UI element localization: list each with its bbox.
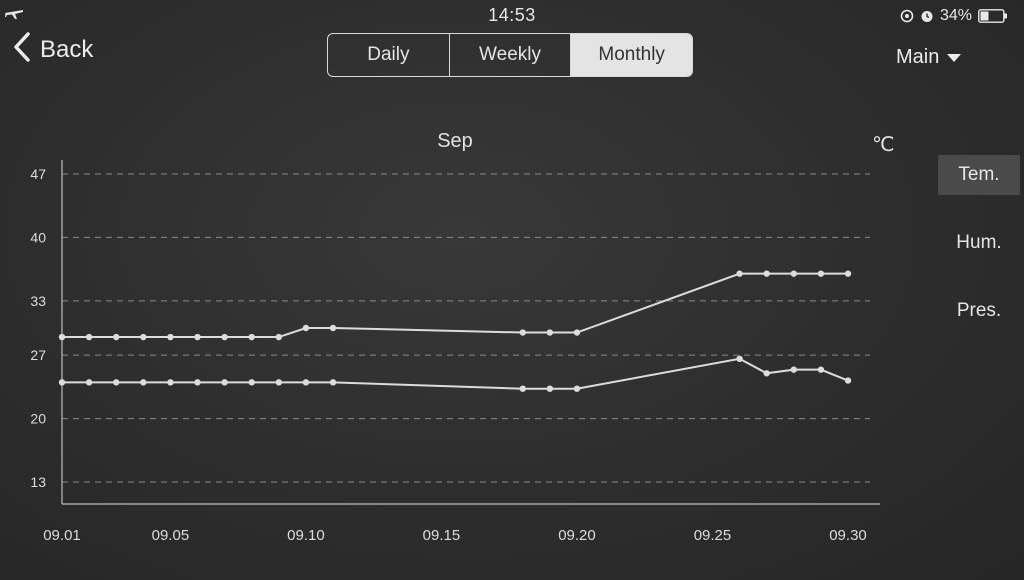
x-tick-label: 09.20 bbox=[558, 527, 596, 544]
data-point bbox=[302, 379, 310, 386]
data-point bbox=[844, 377, 852, 384]
location-icon bbox=[900, 9, 914, 23]
battery-percent: 34% bbox=[939, 7, 972, 24]
status-bar: 14:53 34% bbox=[0, 0, 1024, 30]
metric-temperature[interactable]: Tem. bbox=[938, 155, 1020, 195]
data-point bbox=[302, 324, 310, 332]
data-point bbox=[817, 270, 825, 277]
caret-down-icon bbox=[947, 46, 962, 69]
data-point bbox=[275, 379, 283, 386]
main-dropdown-label: Main bbox=[896, 46, 940, 68]
x-tick-label: 09.05 bbox=[152, 527, 190, 544]
metric-humidity[interactable]: Hum. bbox=[956, 232, 1002, 253]
data-point bbox=[817, 366, 825, 373]
chart-title: Sep bbox=[437, 130, 473, 152]
data-point bbox=[790, 270, 797, 277]
data-point bbox=[113, 379, 120, 386]
data-point bbox=[844, 270, 852, 277]
data-point bbox=[736, 355, 743, 362]
main-dropdown[interactable]: Main bbox=[896, 46, 962, 69]
tab-weekly[interactable]: Weekly bbox=[450, 34, 572, 76]
series-line bbox=[62, 357, 849, 390]
chevron-left-icon bbox=[12, 31, 32, 69]
alarm-icon bbox=[920, 9, 934, 23]
status-indicators: 34% bbox=[900, 6, 1008, 26]
data-point bbox=[221, 379, 228, 386]
data-point bbox=[113, 333, 120, 341]
y-tick-label: 13 bbox=[30, 474, 46, 490]
tab-monthly[interactable]: Monthly bbox=[571, 34, 692, 76]
data-point bbox=[194, 333, 201, 341]
data-point bbox=[736, 270, 743, 277]
x-tick-label: 09.25 bbox=[694, 527, 732, 544]
back-button[interactable]: Back bbox=[12, 30, 93, 70]
x-tick-label: 09.15 bbox=[423, 527, 461, 544]
data-point bbox=[519, 385, 526, 392]
data-point bbox=[790, 366, 797, 373]
data-point bbox=[763, 270, 770, 277]
x-tick-label: 09.01 bbox=[43, 527, 81, 544]
y-tick-label: 40 bbox=[30, 229, 46, 245]
y-tick-label: 27 bbox=[30, 347, 46, 363]
data-point bbox=[194, 379, 201, 386]
data-point bbox=[248, 379, 255, 386]
back-label: Back bbox=[40, 36, 94, 63]
y-tick-label: 33 bbox=[30, 293, 46, 309]
data-point bbox=[167, 333, 174, 341]
data-point bbox=[546, 329, 554, 336]
data-point bbox=[85, 379, 93, 386]
data-point bbox=[140, 333, 147, 341]
data-point bbox=[546, 385, 554, 392]
status-clock: 14:53 bbox=[488, 5, 536, 25]
data-point bbox=[58, 379, 66, 386]
data-point bbox=[85, 333, 93, 341]
data-point bbox=[519, 329, 526, 336]
metric-pressure[interactable]: Pres. bbox=[956, 300, 1002, 321]
airplane-icon bbox=[4, 3, 24, 23]
data-point bbox=[275, 333, 283, 341]
data-point bbox=[329, 324, 337, 332]
period-segmented-control: Daily Weekly Monthly bbox=[327, 33, 693, 77]
data-point bbox=[140, 379, 147, 386]
battery-icon bbox=[978, 9, 1008, 23]
data-point bbox=[329, 379, 337, 386]
y-tick-label: 20 bbox=[30, 411, 46, 427]
data-point bbox=[763, 370, 770, 377]
x-tick-label: 09.10 bbox=[287, 527, 325, 544]
tab-daily[interactable]: Daily bbox=[328, 34, 450, 76]
data-point bbox=[573, 385, 581, 392]
data-point bbox=[167, 379, 174, 386]
x-tick-label: 09.30 bbox=[829, 527, 867, 544]
data-point bbox=[221, 333, 228, 341]
series-line bbox=[62, 272, 848, 339]
data-point bbox=[573, 329, 581, 336]
y-tick-label: 47 bbox=[30, 166, 46, 182]
unit-label: ℃ bbox=[872, 134, 894, 156]
data-point bbox=[248, 333, 255, 341]
data-point bbox=[58, 333, 66, 341]
